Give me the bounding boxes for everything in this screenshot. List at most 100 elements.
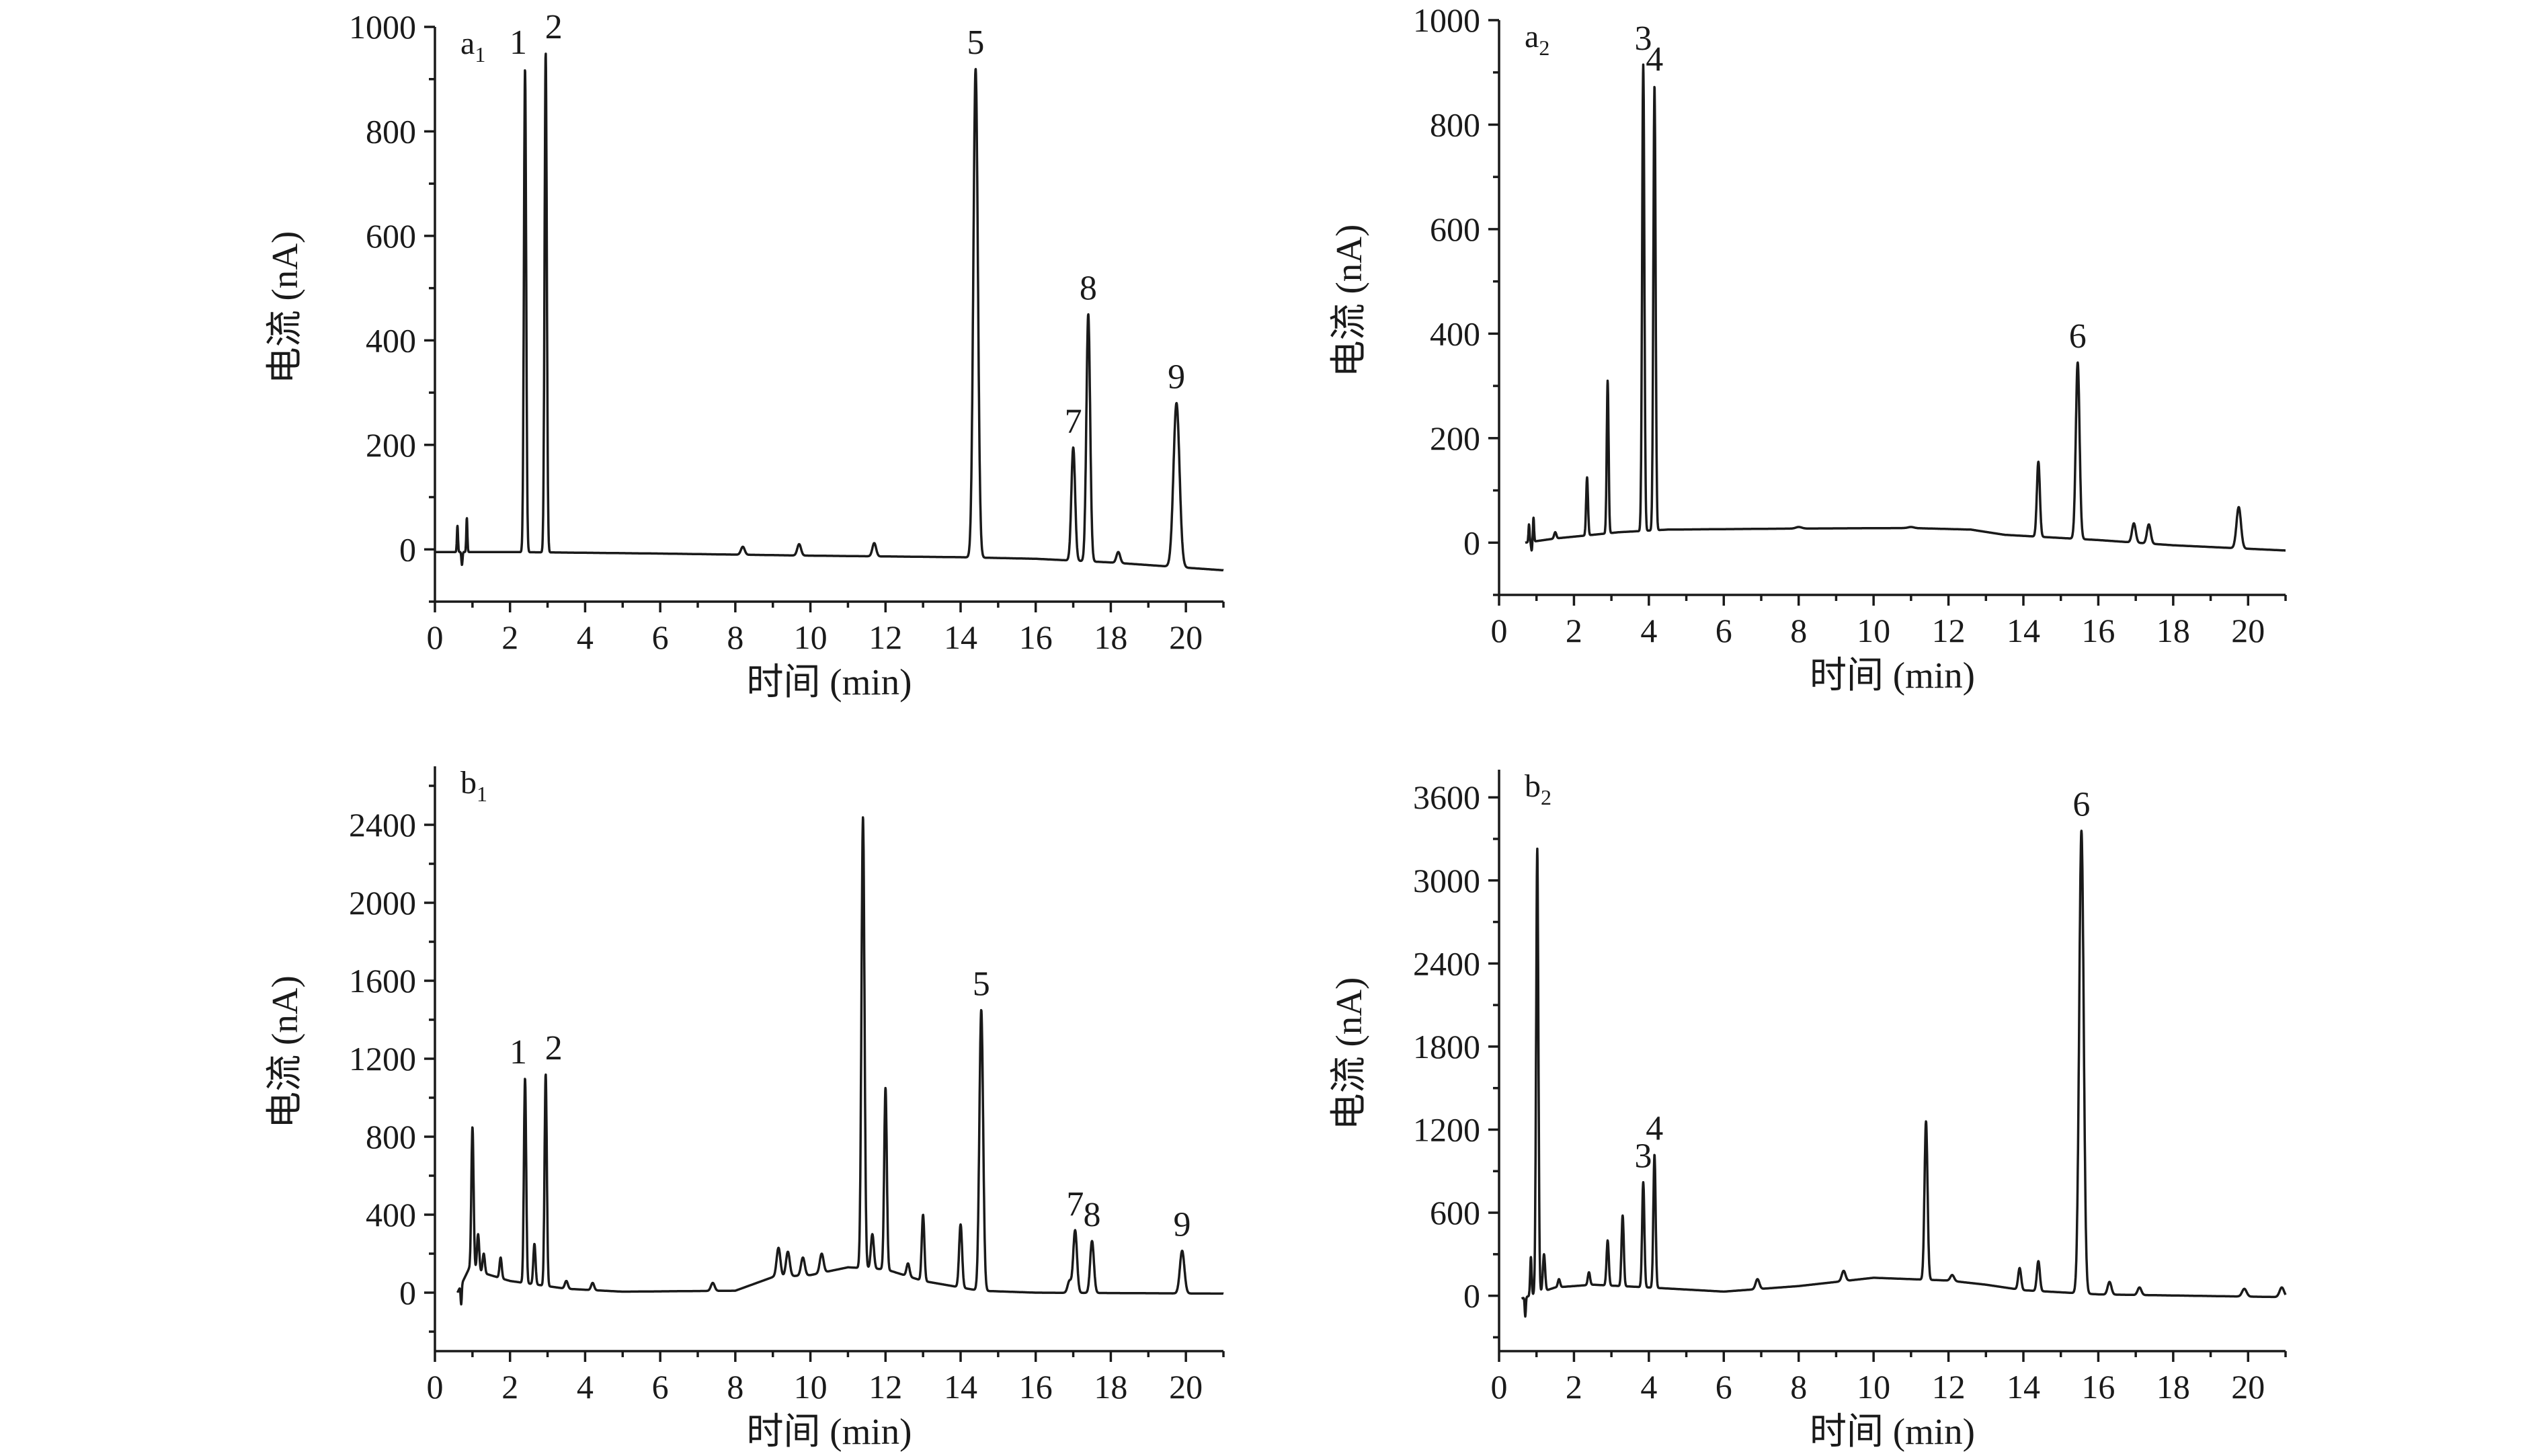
x-tick-label: 12 — [1932, 1368, 1966, 1406]
panel-letter: b — [460, 765, 477, 801]
x-tick-label: 4 — [1640, 612, 1657, 649]
x-tick-label: 16 — [2081, 612, 2115, 649]
x-tick-label: 0 — [1491, 1368, 1508, 1406]
peak-label: 9 — [1174, 1206, 1191, 1244]
peak-label: 2 — [545, 8, 563, 46]
x-axis-title: 时间 (min) — [1810, 655, 1975, 696]
y-tick-label: 1800 — [1413, 1028, 1480, 1065]
x-tick-label: 8 — [1790, 612, 1807, 649]
x-tick-label: 8 — [727, 1368, 743, 1406]
x-tick-label: 4 — [577, 1368, 594, 1406]
peak-label: 8 — [1084, 1196, 1101, 1234]
panel-letter: b — [1525, 768, 1541, 804]
y-axis-title: 电流 (nA) — [1328, 977, 1369, 1131]
peak-label: 6 — [2069, 317, 2087, 356]
y-tick-label: 0 — [399, 1274, 416, 1311]
chart-panel-b2: 0 2 4 6 8 10 12 14 16 18 20 0 600 1200 1800 2400 3000 360… — [1328, 768, 2287, 1452]
panel-letter: a — [460, 26, 475, 61]
x-tick-label: 14 — [944, 618, 977, 656]
x-tick-label: 10 — [794, 618, 828, 656]
y-tick-label: 1000 — [349, 8, 416, 46]
x-tick-label: 4 — [577, 618, 594, 656]
x-axis-title: 时间 (min) — [747, 661, 912, 702]
peak-label: 4 — [1646, 40, 1663, 79]
y-axis-title: 电流 (nA) — [264, 975, 305, 1129]
chromatogram-trace — [434, 52, 1225, 572]
peak-label: 6 — [2072, 786, 2090, 824]
x-tick-label: 0 — [1491, 612, 1508, 649]
y-tick-label: 1600 — [349, 962, 416, 1000]
x-tick-label: 6 — [652, 618, 669, 656]
peak-label: 8 — [1080, 270, 1097, 308]
x-tick-label: 10 — [1857, 612, 1890, 649]
y-tick-label: 1200 — [349, 1040, 416, 1078]
panel-subscript: 1 — [477, 782, 487, 806]
x-tick-label: 2 — [501, 1368, 518, 1406]
y-tick-label: 400 — [366, 321, 416, 359]
panel-subscript: 2 — [1541, 785, 1551, 809]
y-tick-label: 1200 — [1413, 1110, 1480, 1148]
x-tick-label: 0 — [427, 1368, 444, 1406]
x-tick-label: 20 — [1169, 1368, 1203, 1406]
x-tick-label: 18 — [1094, 1368, 1127, 1406]
y-tick-label: 400 — [366, 1196, 416, 1233]
y-tick-label: 3600 — [1413, 778, 1480, 816]
panel-letter: a — [1525, 19, 1539, 54]
x-tick-label: 20 — [2231, 1368, 2265, 1406]
x-tick-label: 18 — [2156, 612, 2190, 649]
x-tick-label: 10 — [794, 1368, 828, 1406]
x-tick-label: 20 — [1169, 618, 1203, 656]
y-tick-label: 600 — [1430, 210, 1480, 248]
peak-label: 1 — [510, 1033, 527, 1071]
x-tick-label: 10 — [1857, 1368, 1890, 1406]
y-tick-label: 3000 — [1413, 862, 1480, 899]
x-tick-label: 8 — [1790, 1368, 1807, 1406]
x-tick-label: 16 — [1019, 1368, 1053, 1406]
x-tick-label: 2 — [1566, 612, 1582, 649]
y-tick-label: 0 — [399, 530, 416, 568]
peak-label: 7 — [1066, 1185, 1084, 1223]
x-axis-title: 时间 (min) — [747, 1411, 912, 1452]
peak-label: 3 — [1635, 19, 1652, 58]
y-tick-label: 200 — [1430, 419, 1480, 457]
peak-label: 1 — [510, 24, 527, 62]
x-tick-label: 6 — [652, 1368, 669, 1406]
x-axis-title: 时间 (min) — [1810, 1411, 1975, 1452]
x-tick-label: 8 — [727, 618, 743, 656]
panel-label: b1 — [460, 765, 487, 806]
x-tick-label: 6 — [1716, 1368, 1732, 1406]
y-tick-label: 2400 — [349, 806, 416, 844]
panel-label: a1 — [460, 26, 485, 67]
x-tick-label: 18 — [1094, 618, 1127, 656]
y-tick-label: 1000 — [1413, 1, 1480, 39]
x-tick-label: 16 — [2081, 1368, 2115, 1406]
y-tick-label: 800 — [1430, 106, 1480, 143]
y-tick-label: 2000 — [349, 884, 416, 922]
x-tick-label: 12 — [1932, 612, 1966, 649]
x-tick-label: 12 — [869, 618, 902, 656]
x-tick-label: 2 — [1566, 1368, 1582, 1406]
y-tick-label: 200 — [366, 426, 416, 464]
y-tick-label: 2400 — [1413, 944, 1480, 982]
x-tick-label: 16 — [1019, 618, 1053, 656]
x-tick-label: 2 — [501, 618, 518, 656]
chart-panel-b1: 0 2 4 6 8 10 12 14 16 18 2004008001200160020002400… — [264, 765, 1225, 1452]
x-tick-label: 12 — [869, 1368, 902, 1406]
y-tick-label: 0 — [1463, 524, 1480, 561]
x-tick-label: 14 — [944, 1368, 977, 1406]
y-tick-label: 600 — [366, 217, 416, 255]
x-tick-label: 20 — [2231, 612, 2265, 649]
y-axis-title: 电流 (nA) — [264, 231, 305, 385]
x-tick-label: 18 — [2156, 1368, 2190, 1406]
peak-label: 7 — [1065, 403, 1082, 441]
peak-label: 2 — [545, 1029, 563, 1067]
x-tick-label: 4 — [1640, 1368, 1657, 1406]
chromatogram-trace — [1524, 63, 2287, 552]
y-tick-label: 800 — [366, 1118, 416, 1156]
chromatogram-trace — [1521, 830, 2287, 1318]
peak-label: 5 — [973, 965, 990, 1004]
x-tick-label: 14 — [2007, 1368, 2040, 1406]
peak-label: 3 — [1635, 1137, 1652, 1176]
